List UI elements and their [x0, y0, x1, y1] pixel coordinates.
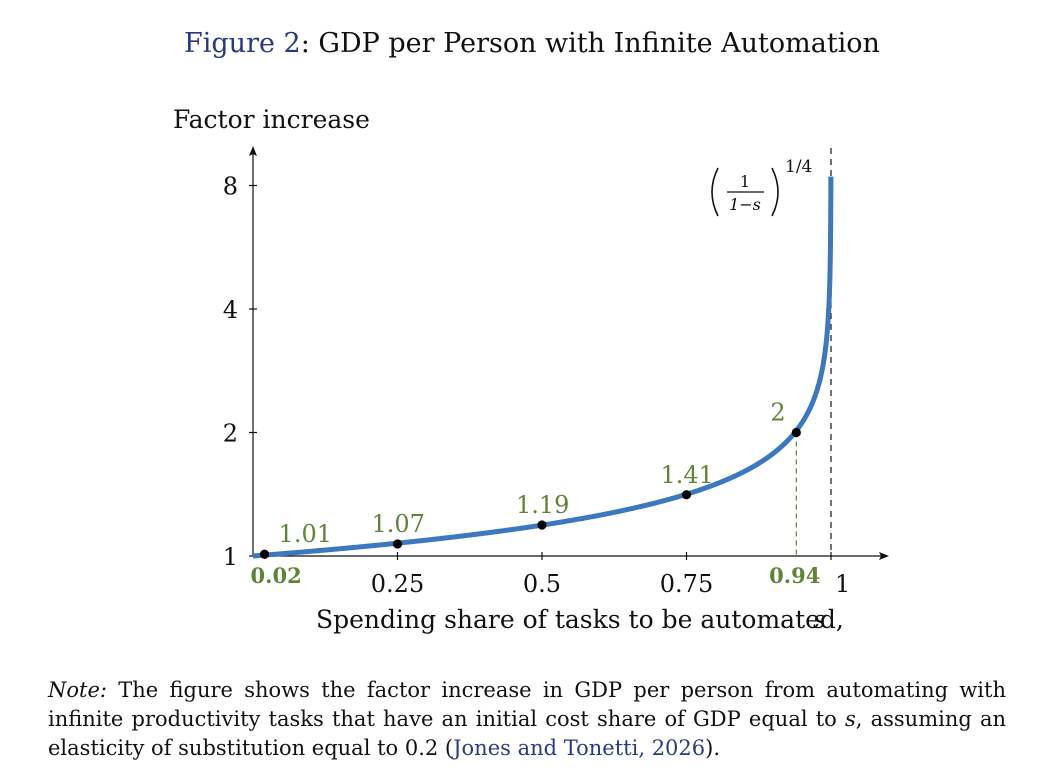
note-label: Note: [48, 678, 107, 702]
formula-label: 1 1−s 1/4 [711, 157, 812, 217]
citation-year[interactable]: 2026 [651, 736, 706, 760]
x-tick-label: 1 [835, 570, 850, 598]
y-axis-arrowhead [249, 146, 257, 156]
figure-note: Note: The figure shows the factor increa… [48, 676, 1006, 763]
formula-exponent: 1/4 [785, 157, 812, 177]
y-tick-label: 8 [223, 173, 238, 201]
citation-authors[interactable]: Jones and Tonetti [453, 736, 639, 760]
note-text-continued: , assuming an elasticity of substitution… [48, 707, 1006, 760]
y-tick-label: 1 [223, 543, 238, 571]
chart-labels: 1.01 1.07 1.19 1.41 2 0.02 0.94 Factor increase… [173, 105, 844, 634]
highlighted-x-label: 0.94 [769, 563, 820, 588]
y-axis-label: Factor increase [173, 105, 370, 134]
x-axis-symbol: s [813, 605, 826, 634]
chart: 0.25 0.5 0.75 1 1 2 4 8 1.01 1.07 1.19 1.41 2 0.02 0.… [173, 105, 889, 634]
x-axis-label: Spending share of tasks to be automated, [316, 605, 844, 634]
point-value-label: 1.41 [661, 461, 714, 489]
note-text-end: ). [705, 736, 721, 760]
data-points [259, 427, 801, 559]
figure-title-text: GDP per Person with Infinite Automation [318, 28, 880, 59]
point-value-label: 1.07 [372, 510, 425, 538]
x-tick-label: 0.25 [371, 570, 424, 598]
figure-number-link[interactable]: Figure 2 [184, 28, 301, 59]
point-value-label: 1.01 [279, 520, 332, 548]
y-tick-label: 2 [223, 420, 238, 448]
curve-layer [252, 174, 834, 559]
note-text: The figure shows the factor increase in … [48, 678, 1006, 731]
factor-curve [252, 174, 834, 559]
point-value-label: 1.19 [516, 491, 569, 519]
formula-right-paren [771, 167, 779, 217]
figure-title-colon: : [300, 28, 319, 59]
citation-link[interactable]: Jones and Tonetti, 2026 [453, 736, 706, 760]
x-tick-label: 0.75 [660, 570, 713, 598]
x-axis-arrowhead [879, 552, 889, 560]
data-point [259, 549, 270, 559]
data-point [537, 520, 547, 530]
x-tick-label: 0.5 [523, 570, 561, 598]
figure-title: Figure 2: GDP per Person with Infinite A… [0, 28, 1064, 59]
formula-numerator: 1 [740, 172, 750, 191]
formula-denominator: 1−s [729, 195, 761, 214]
data-point [791, 427, 801, 438]
point-value-label: 2 [770, 399, 785, 427]
note-s-symbol: s [844, 707, 856, 731]
formula-left-paren [711, 167, 719, 217]
data-point [392, 539, 403, 549]
data-point [681, 490, 692, 500]
highlighted-x-label: 0.02 [251, 563, 302, 588]
y-tick-label: 4 [223, 296, 238, 324]
